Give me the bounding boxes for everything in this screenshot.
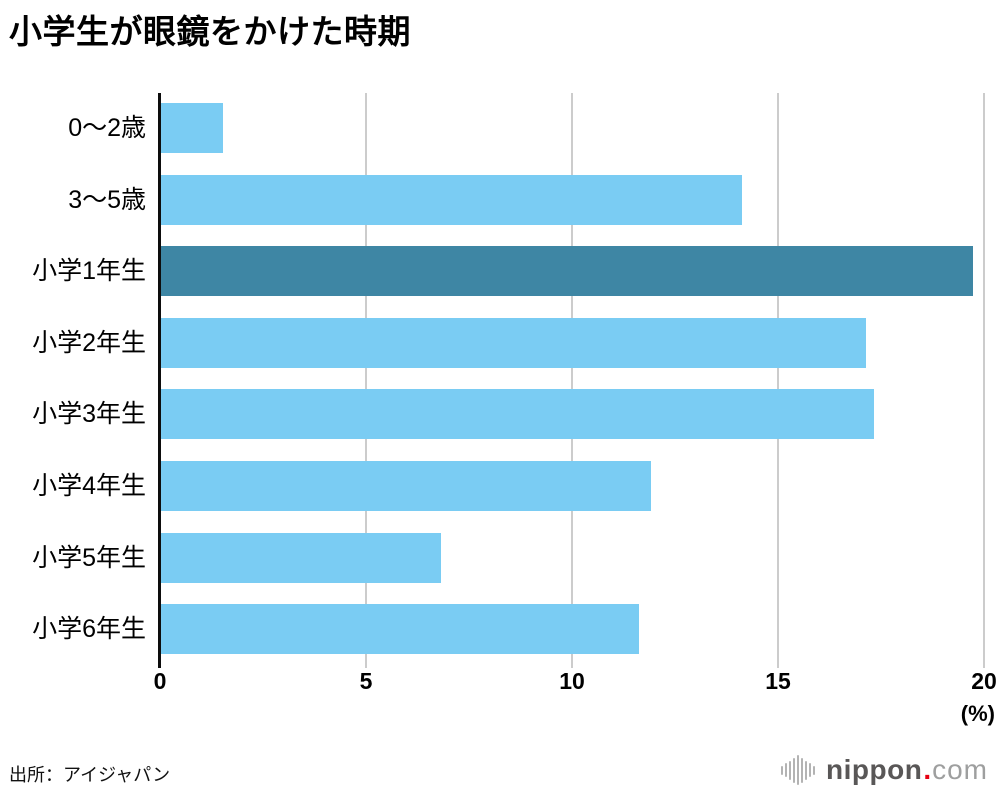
waveform-bar bbox=[793, 757, 796, 783]
x-tick-label-15: 15 bbox=[765, 668, 791, 694]
bar bbox=[161, 246, 973, 297]
category-label: 小学4年生 bbox=[32, 472, 146, 500]
bar-chart-plot-area: (%) 0 5 10 15 20 0〜2歳 3〜5歳小学1年生小学2年生小学3年生小学4年生… bbox=[32, 93, 997, 726]
waveform-bar bbox=[785, 763, 788, 777]
category-label: 小学1年生 bbox=[32, 257, 146, 286]
x-tick-label-0: 0 bbox=[153, 668, 167, 694]
gridline-5 bbox=[365, 93, 367, 668]
source-note: 出所：アイジャパン bbox=[9, 765, 171, 785]
waveform-bar bbox=[801, 757, 804, 783]
x-tick-label-5: 5 bbox=[359, 668, 373, 694]
logo-dot: . bbox=[923, 754, 932, 785]
category-label: 小学6年生 bbox=[32, 615, 146, 644]
waveform-bar bbox=[813, 765, 816, 775]
nippon-logo: nippon . com bbox=[781, 750, 988, 790]
logo-brand-text: nippon bbox=[826, 754, 923, 785]
gridline-20 bbox=[983, 93, 985, 668]
category-label: 小学3年生 bbox=[32, 400, 146, 429]
category-label: 0〜2歳 bbox=[68, 114, 146, 142]
logo-text: nippon . com bbox=[826, 754, 988, 786]
waveform-bar bbox=[789, 760, 792, 780]
x-tick-label-10: 10 bbox=[559, 668, 585, 694]
waveform-bar bbox=[797, 755, 800, 785]
y-axis-line bbox=[158, 93, 161, 668]
bar bbox=[161, 604, 639, 655]
bar bbox=[161, 461, 652, 511]
category-label: 3〜5歳 bbox=[68, 185, 146, 214]
waveform-bar bbox=[781, 765, 784, 775]
category-label: 小学2年生 bbox=[32, 328, 146, 357]
logo-suffix-text: com bbox=[932, 754, 988, 785]
gridline-15 bbox=[777, 93, 779, 668]
waveform-icon bbox=[781, 755, 817, 785]
bar bbox=[161, 103, 223, 153]
x-tick-label-20: 20 bbox=[971, 668, 997, 694]
waveform-bar bbox=[809, 763, 812, 777]
bar bbox=[161, 174, 742, 225]
x-axis-unit-label: (%) bbox=[960, 701, 995, 726]
bar bbox=[161, 317, 866, 368]
page-title: 小学生が眼鏡をかけた時期 bbox=[9, 13, 411, 50]
category-label: 小学5年生 bbox=[32, 543, 146, 572]
bar bbox=[161, 532, 442, 583]
gridline-10 bbox=[571, 93, 573, 668]
waveform-bar bbox=[805, 760, 808, 780]
bar bbox=[161, 389, 874, 440]
